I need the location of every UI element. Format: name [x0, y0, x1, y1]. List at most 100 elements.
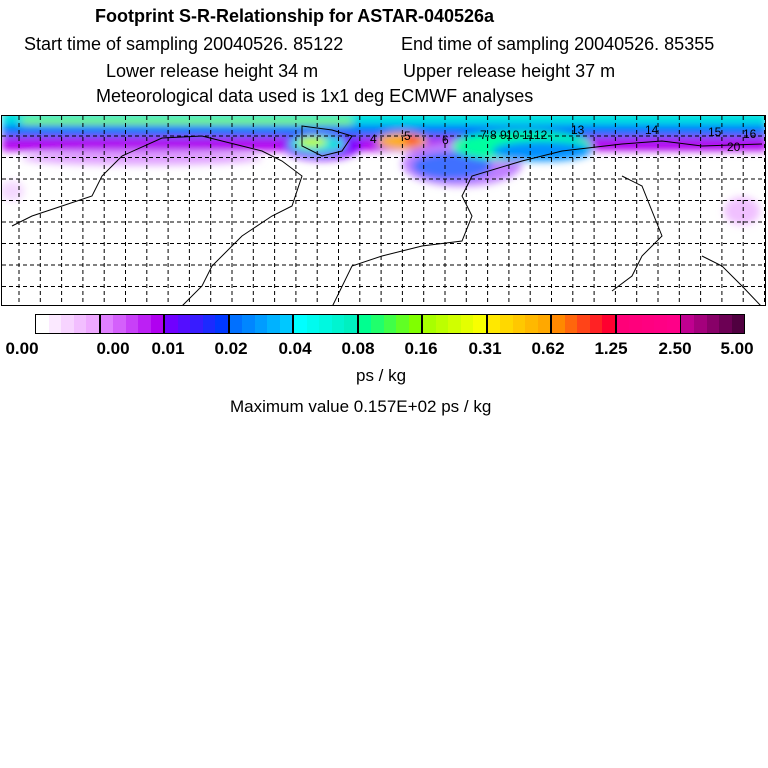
- colorbar-tick-label: 0.02: [214, 339, 248, 358]
- colorbar-section: [616, 315, 682, 333]
- color-swatch: [150, 315, 164, 333]
- point-label: 4: [370, 132, 377, 146]
- point-label: 7: [480, 128, 487, 142]
- colorbar-section: [229, 315, 295, 333]
- point-label: 16: [743, 127, 757, 141]
- colorbar-section: [423, 315, 488, 333]
- colorbar-tick-label: 0.31: [468, 339, 502, 358]
- footprint-field: [2, 116, 765, 225]
- color-swatch: [396, 315, 409, 333]
- lower-release-height: Lower release height 34 m: [106, 61, 319, 81]
- colorbar-unit: ps / kg: [356, 366, 407, 385]
- color-swatch: [319, 315, 332, 333]
- colorbar-section: [552, 315, 617, 333]
- colorbar-tick-label: 5.00: [720, 339, 754, 358]
- color-swatch: [177, 315, 191, 333]
- color-swatch: [138, 315, 151, 333]
- colorbar: [35, 314, 745, 334]
- color-swatch: [681, 315, 694, 333]
- color-swatch: [525, 315, 538, 333]
- color-swatch: [460, 315, 474, 333]
- point-label: 10: [506, 128, 520, 142]
- color-swatch: [344, 315, 357, 333]
- upper-release-height: Upper release height 37 m: [403, 61, 616, 81]
- point-label: 6: [442, 133, 449, 147]
- colorbar-section: [165, 315, 230, 333]
- colorbar-section: [294, 315, 359, 333]
- color-swatch: [165, 315, 178, 333]
- color-swatch: [100, 315, 114, 333]
- color-swatch: [487, 315, 501, 333]
- color-swatch: [512, 315, 526, 333]
- point-label: 11: [522, 128, 535, 142]
- plot-title: Footprint S-R-Relationship for ASTAR-040…: [95, 6, 495, 26]
- colorbar-tick-label: 0.04: [278, 339, 312, 358]
- map-canvas: 4 5 6 7 8 9 10 11 12 13 14 15 16 20: [2, 116, 765, 305]
- colorbar-tick-label: 2.50: [658, 339, 692, 358]
- color-swatch: [602, 315, 615, 333]
- point-label: 8: [490, 128, 497, 142]
- color-swatch: [267, 315, 280, 333]
- color-swatch: [564, 315, 578, 333]
- point-label: 14: [645, 123, 659, 137]
- end-time: End time of sampling 20040526. 85355: [401, 34, 715, 54]
- color-swatch: [306, 315, 320, 333]
- color-swatch: [48, 315, 62, 333]
- world-map: 4 5 6 7 8 9 10 11 12 13 14 15 16 20: [1, 115, 766, 306]
- color-swatch: [36, 315, 49, 333]
- color-swatch: [616, 315, 630, 333]
- color-swatch: [331, 315, 345, 333]
- color-swatch: [448, 315, 461, 333]
- colorbar-tick-label: 0.62: [531, 339, 565, 358]
- color-swatch: [641, 315, 655, 333]
- color-swatch: [202, 315, 216, 333]
- color-swatch: [408, 315, 422, 333]
- colorbar-tick-label: 0.08: [341, 339, 375, 358]
- met-data-info: Meteorological data used is 1x1 deg ECMW…: [96, 86, 534, 106]
- color-swatch: [383, 315, 397, 333]
- colorbar-tick-label: 0.16: [404, 339, 438, 358]
- colorbar-section: [358, 315, 424, 333]
- color-swatch: [629, 315, 642, 333]
- color-swatch: [435, 315, 449, 333]
- point-label: 12: [534, 128, 548, 142]
- color-swatch: [423, 315, 436, 333]
- colorbar-tick-label: 0.01: [151, 339, 185, 358]
- start-time: Start time of sampling 20040526. 85122: [24, 34, 344, 54]
- color-swatch: [86, 315, 99, 333]
- color-swatch: [666, 315, 680, 333]
- color-swatch: [113, 315, 126, 333]
- colorbar-tick-label: 0.00: [5, 339, 39, 358]
- trajectory-labels: 4 5 6 7 8 9 10 11 12 13 14 15 16 20: [370, 123, 757, 154]
- color-swatch: [706, 315, 720, 333]
- color-swatch: [254, 315, 268, 333]
- color-swatch: [190, 315, 203, 333]
- color-swatch: [731, 315, 745, 333]
- point-label: 15: [708, 125, 722, 139]
- colorbar-section: [487, 315, 553, 333]
- color-swatch: [294, 315, 307, 333]
- color-swatch: [537, 315, 551, 333]
- color-swatch: [693, 315, 707, 333]
- colorbar-section: [100, 315, 166, 333]
- color-swatch: [61, 315, 74, 333]
- color-swatch: [358, 315, 372, 333]
- maximum-value: Maximum value 0.157E+02 ps / kg: [230, 397, 492, 416]
- color-swatch: [229, 315, 243, 333]
- color-swatch: [654, 315, 667, 333]
- point-label: 13: [571, 123, 585, 137]
- colorbar-section: [681, 315, 745, 333]
- color-swatch: [125, 315, 139, 333]
- color-swatch: [500, 315, 513, 333]
- color-swatch: [552, 315, 565, 333]
- color-swatch: [371, 315, 384, 333]
- color-swatch: [242, 315, 255, 333]
- color-swatch: [279, 315, 293, 333]
- color-swatch: [577, 315, 590, 333]
- colorbar-tick-label: 0.00: [96, 339, 130, 358]
- color-swatch: [73, 315, 87, 333]
- point-label: 9: [500, 128, 507, 142]
- colorbar-section: [36, 315, 101, 333]
- lat-lon-grid: [2, 116, 765, 305]
